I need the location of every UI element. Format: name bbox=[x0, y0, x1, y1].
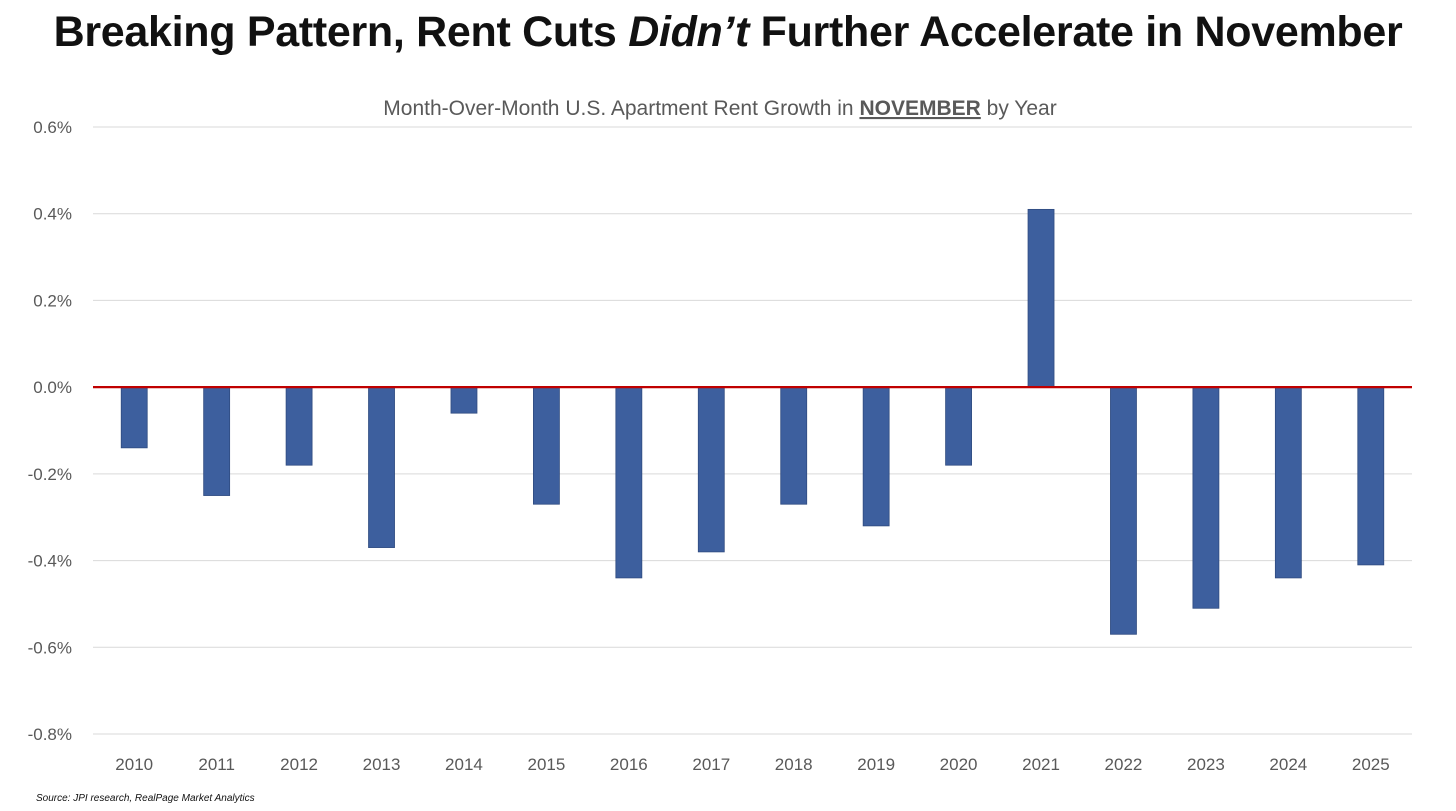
chart-subtitle: Month-Over-Month U.S. Apartment Rent Gro… bbox=[383, 97, 1056, 120]
bar-2022 bbox=[1110, 386, 1137, 635]
subtitle-post: by Year bbox=[981, 97, 1057, 120]
bar-2010 bbox=[120, 386, 148, 449]
x-tick-label: 2013 bbox=[363, 755, 401, 774]
subtitle-pre: Month-Over-Month U.S. Apartment Rent Gro… bbox=[383, 97, 859, 120]
y-tick-label: -0.6% bbox=[28, 638, 72, 657]
bar-2017 bbox=[697, 386, 725, 553]
bar-2015 bbox=[533, 386, 560, 505]
x-tick-label: 2015 bbox=[527, 755, 565, 774]
x-tick-label: 2012 bbox=[280, 755, 318, 774]
x-tick-label: 2016 bbox=[610, 755, 648, 774]
bar-2020 bbox=[945, 386, 972, 466]
x-tick-label: 2023 bbox=[1187, 755, 1225, 774]
subtitle-emph: NOVEMBER bbox=[859, 97, 980, 120]
source-note: Source: JPI research, RealPage Market An… bbox=[36, 793, 255, 804]
bar-2012 bbox=[285, 386, 313, 466]
x-tick-label: 2020 bbox=[940, 755, 978, 774]
bar-2016 bbox=[615, 386, 643, 579]
x-tick-label: 2021 bbox=[1022, 755, 1060, 774]
page-title: Breaking Pattern, Rent Cuts Didn’t Furth… bbox=[0, 8, 1456, 57]
y-tick-label: -0.4% bbox=[28, 552, 72, 571]
y-tick-label: -0.2% bbox=[28, 465, 72, 484]
x-tick-label: 2018 bbox=[775, 755, 813, 774]
x-tick-label: 2017 bbox=[692, 755, 730, 774]
y-tick-label: 0.6% bbox=[33, 118, 72, 137]
y-tick-label: 0.4% bbox=[33, 205, 72, 224]
bar-2025 bbox=[1357, 386, 1385, 566]
x-tick-label: 2014 bbox=[445, 755, 483, 774]
x-tick-label: 2024 bbox=[1269, 755, 1307, 774]
x-tick-label: 2022 bbox=[1105, 755, 1143, 774]
bar-2018 bbox=[780, 386, 808, 505]
bar-2024 bbox=[1274, 386, 1302, 579]
y-tick-label: 0.0% bbox=[33, 378, 72, 397]
title-italic: Didn’t bbox=[628, 8, 749, 56]
bar-2019 bbox=[862, 386, 890, 527]
x-tick-label: 2019 bbox=[857, 755, 895, 774]
x-tick-label: 2010 bbox=[115, 755, 153, 774]
title-part2: Further Accelerate in November bbox=[748, 8, 1403, 56]
bar-2011 bbox=[203, 386, 231, 496]
y-tick-label: -0.8% bbox=[28, 725, 72, 744]
x-tick-label: 2025 bbox=[1352, 755, 1390, 774]
bar-2021 bbox=[1027, 208, 1055, 388]
x-tick-label: 2011 bbox=[198, 755, 235, 774]
y-tick-label: 0.2% bbox=[33, 291, 72, 310]
bar-2013 bbox=[368, 386, 395, 548]
bar-2014 bbox=[450, 386, 478, 414]
bar-2023 bbox=[1192, 386, 1220, 609]
title-part1: Breaking Pattern, Rent Cuts bbox=[53, 8, 629, 56]
